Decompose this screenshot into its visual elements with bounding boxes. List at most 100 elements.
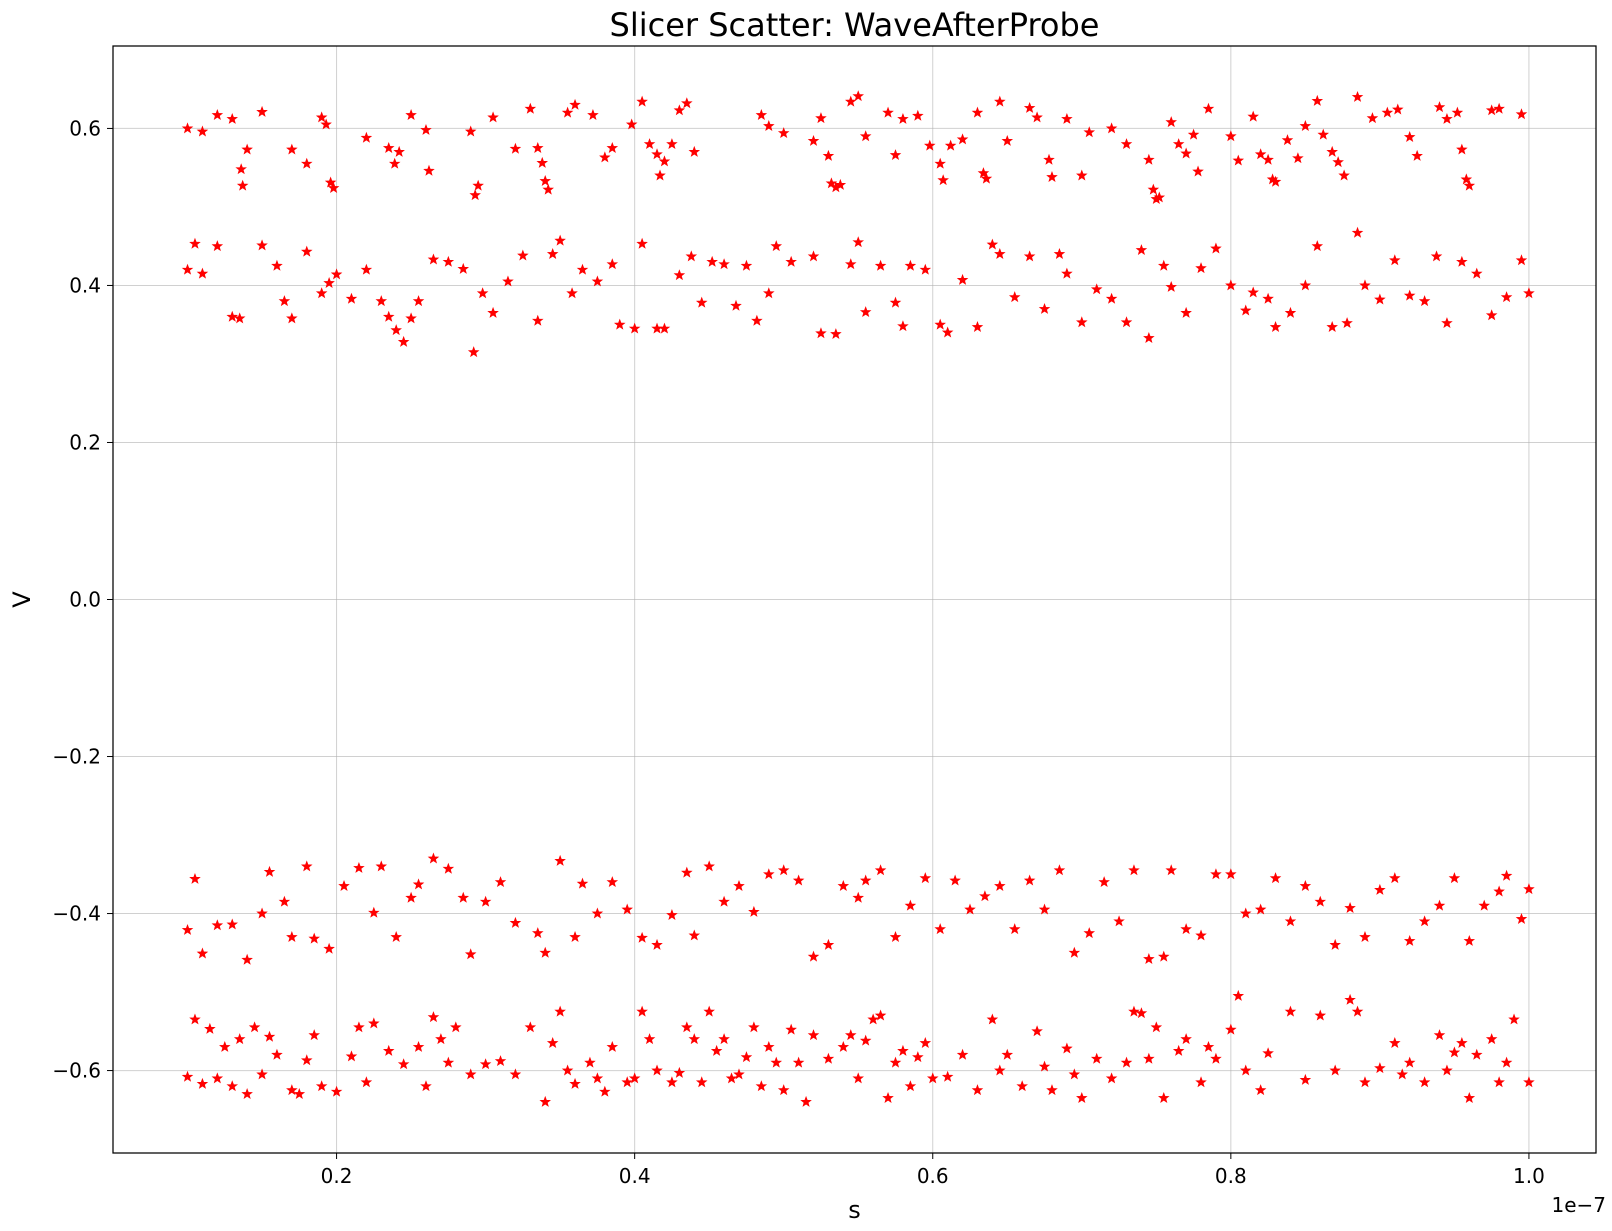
- scatter-point: [360, 1076, 373, 1088]
- scatter-point: [956, 1048, 969, 1060]
- scatter-point: [532, 142, 544, 153]
- scatter-point: [1061, 1042, 1073, 1054]
- scatter-point: [777, 1084, 790, 1096]
- scatter-point: [1147, 183, 1160, 195]
- scatter-point: [517, 249, 529, 261]
- scatter-point: [937, 174, 949, 186]
- scatter-point: [1165, 116, 1177, 128]
- scatter-point: [1418, 295, 1431, 307]
- scatter-point: [1053, 247, 1066, 259]
- scatter-point: [912, 1051, 924, 1063]
- scatter-point: [390, 324, 402, 336]
- scatter-point: [949, 874, 961, 886]
- scatter-point: [546, 1037, 559, 1048]
- scatter-point: [1441, 317, 1453, 329]
- scatter-point: [651, 938, 663, 950]
- scatter-point: [494, 876, 507, 888]
- scatter-point: [226, 310, 239, 322]
- scatter-point: [979, 890, 991, 902]
- scatter-point: [591, 275, 604, 287]
- scatter-point: [532, 314, 544, 326]
- scatter-point: [1113, 915, 1125, 927]
- scatter-point: [375, 860, 388, 872]
- scatter-point: [1470, 267, 1483, 279]
- scatter-point: [755, 1080, 768, 1092]
- scatter-point: [1269, 175, 1282, 187]
- y-tick-label: 0.4: [69, 273, 101, 297]
- scatter-point: [897, 1044, 909, 1056]
- x-tick-label: 1.0: [1513, 1164, 1545, 1188]
- scatter-point: [576, 877, 589, 889]
- scatter-point: [837, 1040, 850, 1052]
- scatter-point: [524, 102, 537, 114]
- scatter-point: [777, 864, 790, 876]
- scatter-point: [822, 1052, 835, 1064]
- scatter-point: [539, 174, 551, 186]
- scatter-point: [1038, 302, 1051, 314]
- scatter-point: [658, 322, 671, 334]
- scatter-point: [822, 938, 835, 950]
- scatter-point: [561, 1064, 574, 1076]
- scatter-point: [345, 292, 358, 304]
- scatter-point: [822, 149, 835, 161]
- scatter-point: [1485, 309, 1498, 321]
- scatter-point: [845, 1029, 857, 1041]
- scatter-point: [1180, 1033, 1192, 1045]
- scatter-point: [263, 1030, 276, 1042]
- scatter-point: [1210, 242, 1222, 254]
- scatter-point: [1463, 934, 1476, 946]
- scatter-point: [569, 1077, 581, 1089]
- scatter-point: [994, 1064, 1006, 1076]
- scatter-point: [1359, 279, 1371, 291]
- scatter-point: [1485, 1033, 1498, 1045]
- scatter-point: [882, 1091, 894, 1103]
- scatter-point: [971, 1084, 984, 1096]
- scatter-point: [360, 131, 373, 143]
- scatter-point: [427, 253, 440, 265]
- scatter-point: [1031, 1025, 1043, 1037]
- chart-title: Slicer Scatter: WaveAfterProbe: [610, 6, 1100, 44]
- scatter-point: [1023, 101, 1036, 113]
- scatter-point: [450, 1021, 462, 1033]
- scatter-point: [1329, 1064, 1341, 1076]
- scatter-point: [181, 263, 194, 275]
- scatter-point: [956, 133, 969, 145]
- scatter-point: [382, 310, 395, 322]
- scatter-point: [1120, 1056, 1133, 1068]
- scatter-point: [1284, 915, 1297, 927]
- scatter-point: [1418, 1076, 1431, 1088]
- x-axis-ticks: 0.2 0.4 0.6 0.8 1.0: [321, 1153, 1545, 1188]
- scatter-point: [1232, 989, 1245, 1001]
- scatter-point: [889, 296, 902, 308]
- scatter-point: [469, 189, 481, 201]
- scatter-point: [977, 167, 990, 179]
- scatter-point: [904, 1080, 917, 1092]
- x-tick-label: 0.4: [619, 1164, 651, 1188]
- scatter-point: [1411, 149, 1423, 161]
- scatter-point: [785, 255, 797, 267]
- scatter-point: [1269, 872, 1282, 884]
- scatter-point: [1247, 286, 1259, 298]
- scatter-point: [479, 895, 492, 907]
- scatter-point: [1090, 283, 1103, 295]
- y-axis-label: V: [8, 591, 36, 608]
- scatter-point: [1192, 165, 1204, 177]
- scatter-point: [837, 880, 850, 891]
- scatter-point: [300, 157, 313, 169]
- scatter-point: [393, 145, 405, 157]
- scatter-point: [397, 1058, 410, 1070]
- y-tick-label: −0.6: [52, 1059, 101, 1083]
- scatter-point: [852, 1072, 864, 1084]
- scatter-point: [587, 109, 599, 120]
- scatter-point: [211, 240, 224, 252]
- scatter-point: [1359, 931, 1371, 943]
- scatter-point: [308, 932, 320, 944]
- scatter-point: [382, 142, 395, 153]
- scatter-point: [1389, 254, 1401, 266]
- scatter-point: [472, 179, 484, 191]
- scatter-point: [792, 874, 805, 886]
- scatter-point: [241, 1088, 253, 1100]
- scatter-point: [755, 109, 768, 120]
- scatter-point: [763, 868, 775, 880]
- scatter-point: [1172, 1044, 1185, 1056]
